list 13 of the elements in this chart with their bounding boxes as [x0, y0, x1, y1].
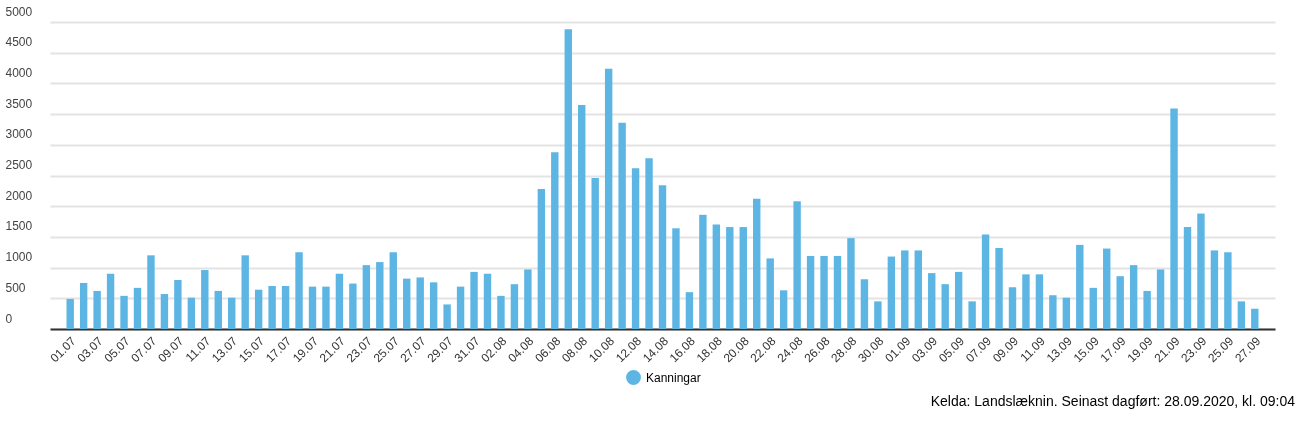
y-tick-label: 4000 [5, 65, 33, 80]
y-tick-label: 1000 [5, 250, 33, 265]
text: Kelda: Landslæknin. Seinast dagført: 28.09.2020, kl. 09:04 [930, 393, 1295, 409]
y-tick-label: 3500 [5, 96, 33, 111]
y-tick-label: 3000 [5, 127, 33, 142]
y-tick-label: 1500 [5, 219, 33, 234]
y-tick-label: 2500 [5, 158, 33, 172]
y-tick-label: 5000 [5, 4, 33, 19]
y-tick-label: 4500 [5, 35, 33, 50]
legend-label: Kanningar [646, 370, 701, 385]
y-tick-label: 0 [5, 311, 13, 326]
y-tick-label: 500 [5, 280, 26, 295]
y-tick-label: 2000 [5, 188, 33, 203]
